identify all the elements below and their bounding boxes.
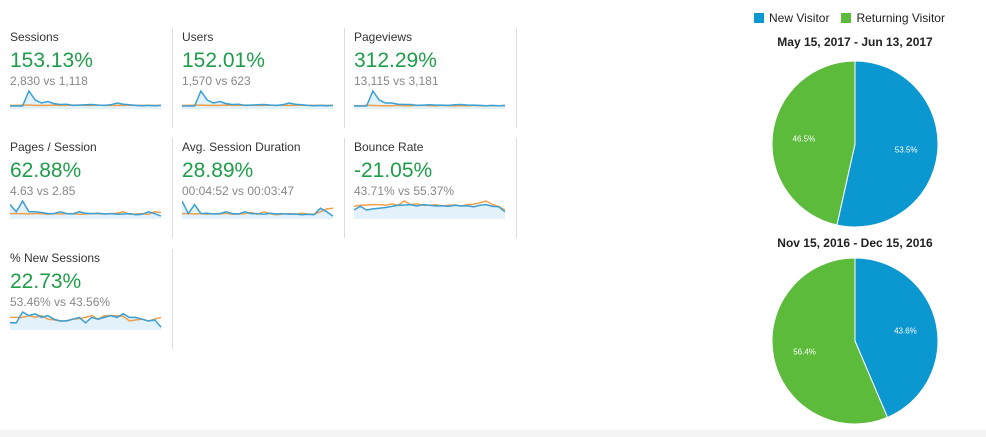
pie-slice-label: 53.5% [895,146,918,155]
pie-slice-new-visitor[interactable] [854,257,939,419]
sparkline-area [182,91,333,109]
metric-label: Users [182,30,214,44]
metric-compare: 13,115 vs 3,181 [354,74,439,88]
sparkline-area [10,91,161,109]
sparkline [182,200,334,219]
sparkline-current [354,89,506,107]
pie-legend: New Visitor Returning Visitor [754,11,945,25]
pie-chart-previous: 43.6% 56.4% [771,257,939,425]
metric-change: 22.73% [10,270,82,293]
pie-slice-returning-visitor[interactable] [771,60,856,226]
metric-compare: 1,570 vs 623 [182,74,251,88]
metric-tile[interactable]: Pageviews 312.29% 13,115 vs 3,181 [344,28,517,128]
legend-returning-visitor[interactable]: Returning Visitor [841,11,945,25]
metric-compare: 4.63 vs 2.85 [10,184,76,198]
sparkline [10,199,162,219]
pie-slice-label: 46.5% [793,134,816,143]
metric-tile[interactable]: Sessions 153.13% 2,830 vs 1,118 [0,28,173,128]
sparkline-area [354,204,505,219]
pie-slice-new-visitor[interactable] [836,60,939,228]
metric-label: % New Sessions [10,251,101,265]
sparkline [182,89,334,109]
sparkline [10,310,162,330]
sparkline-current [182,89,334,107]
metric-label: Avg. Session Duration [182,140,301,154]
metric-compare: 00:04:52 vs 00:03:47 [182,184,295,198]
sparkline [354,200,506,219]
sparkline-current [182,200,334,217]
metric-tile[interactable]: Avg. Session Duration 28.89% 00:04:52 vs… [172,138,345,238]
sparkline-current [10,89,162,107]
pie-chart-current: 53.5% 46.5% [771,60,939,228]
bottom-bar [0,430,986,437]
metric-tile[interactable]: Bounce Rate -21.05% 43.71% vs 55.37% [344,138,517,238]
metric-label: Pages / Session [10,140,97,154]
metric-tile[interactable]: Pages / Session 62.88% 4.63 vs 2.85 [0,138,173,238]
legend-swatch [841,13,852,23]
metric-tile[interactable]: % New Sessions 22.73% 53.46% vs 43.56% [0,249,173,349]
metric-change: -21.05% [354,159,433,182]
sparkline-current [10,310,162,328]
metric-label: Sessions [10,30,59,44]
legend-label: New Visitor [769,11,830,25]
pie-slice-label: 43.6% [894,327,917,336]
metric-compare: 43.71% vs 55.37% [354,184,455,198]
sparkline-area [354,91,505,109]
metric-change: 28.89% [182,159,254,182]
pie-title-current: May 15, 2017 - Jun 13, 2017 [777,35,933,49]
metric-change: 62.88% [10,159,82,182]
metric-change: 152.01% [182,49,265,72]
metric-change: 312.29% [354,49,437,72]
sparkline-current [354,203,506,213]
pie-slice-label: 56.4% [793,347,816,356]
sparkline [354,89,506,109]
metric-tile[interactable]: Users 152.01% 1,570 vs 623 [172,28,345,128]
legend-label: Returning Visitor [856,11,945,25]
metric-change: 153.13% [10,49,93,72]
legend-swatch [754,13,764,23]
legend-new-visitor[interactable]: New Visitor [754,11,829,25]
metric-label: Pageviews [354,30,413,44]
metric-compare: 53.46% vs 43.56% [10,295,111,309]
sparkline-area [182,201,333,219]
sparkline-previous [10,314,162,322]
sparkline-current [10,199,162,217]
sparkline [10,89,162,109]
pie-slice-returning-visitor[interactable] [771,257,889,425]
pie-title-previous: Nov 15, 2016 - Dec 15, 2016 [777,236,933,250]
metric-compare: 2,830 vs 1,118 [10,74,88,88]
sparkline-area [10,201,161,219]
metric-label: Bounce Rate [354,140,424,154]
